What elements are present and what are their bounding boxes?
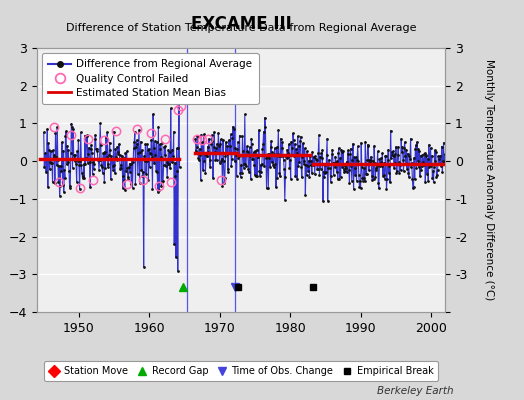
Title: EXCAME III: EXCAME III	[191, 14, 291, 32]
Text: Berkeley Earth: Berkeley Earth	[377, 386, 453, 396]
Legend: Station Move, Record Gap, Time of Obs. Change, Empirical Break: Station Move, Record Gap, Time of Obs. C…	[44, 361, 438, 381]
Text: Difference of Station Temperature Data from Regional Average: Difference of Station Temperature Data f…	[66, 24, 416, 34]
Y-axis label: Monthly Temperature Anomaly Difference (°C): Monthly Temperature Anomaly Difference (…	[484, 59, 494, 301]
